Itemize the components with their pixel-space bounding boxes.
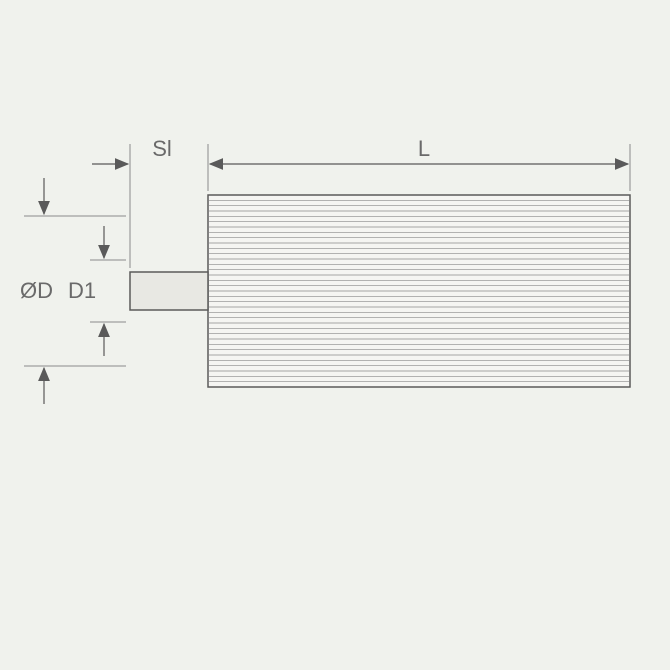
dimension-L: L <box>208 136 630 191</box>
pulley-body <box>208 195 630 387</box>
label-D1: D1 <box>68 278 96 303</box>
shaft-stub <box>130 272 208 310</box>
dimension-D1: D1 <box>68 226 126 356</box>
label-L: L <box>418 136 430 161</box>
label-D: ØD <box>20 278 53 303</box>
dimension-drawing: L Sl ØD D1 <box>0 0 670 670</box>
label-Sl: Sl <box>152 136 172 161</box>
